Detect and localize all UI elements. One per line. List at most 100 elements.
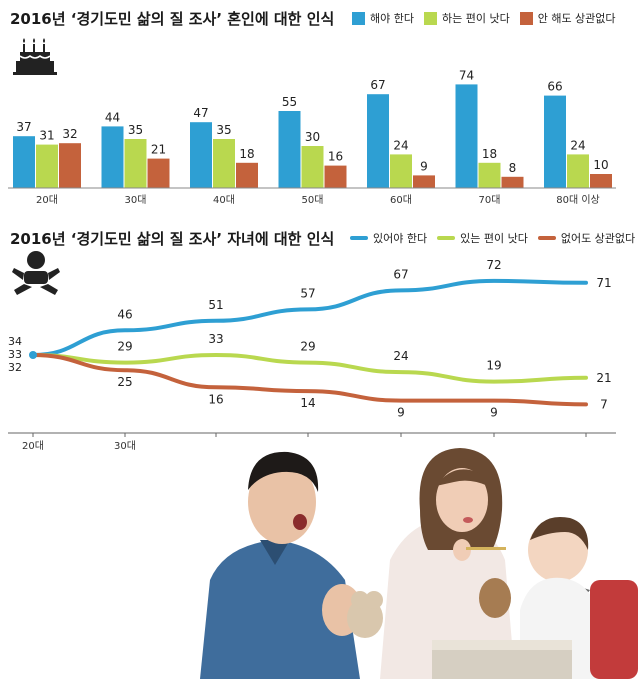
x-tick-label: 20대 <box>22 440 44 452</box>
x-tick-label: 50대 <box>302 194 324 206</box>
line-value-label: 71 <box>596 276 611 290</box>
marriage-chart-title: 2016년 ‘경기도민 삶의 질 조사’ 혼인에 대한 인식 <box>10 10 335 28</box>
legend-label: 하는 편이 낫다 <box>441 12 510 25</box>
bar-value-label: 47 <box>193 106 208 120</box>
line-no-need <box>31 353 588 407</box>
line-value-label: 67 <box>393 267 408 281</box>
legend-item-better-marry: 하는 편이 낫다 <box>423 10 510 26</box>
bar-must-marry <box>13 136 35 188</box>
legend-label: 안 해도 상관없다 <box>537 12 616 25</box>
marriage-bar-chart: 37 31 32 20대 44 35 21 30대 47 35 18 40대 55 30 16 50대 67 24… <box>8 38 616 206</box>
bar-must-marry <box>278 111 301 188</box>
legend-item-must-have: 있어야 한다 <box>350 230 427 246</box>
line-value-label: 46 <box>117 307 132 321</box>
father-figure <box>200 451 383 679</box>
bar-value-label: 35 <box>128 123 143 137</box>
bar-value-label: 8 <box>509 161 517 175</box>
bar-value-label: 35 <box>216 123 231 137</box>
family-photo <box>170 440 640 679</box>
bar-value-label: 32 <box>62 127 77 141</box>
marriage-chart-legend: 해야 한다 하는 편이 낫다 안 해도 상관없다 <box>352 10 626 26</box>
x-tick-label: 80대 이상 <box>556 194 600 206</box>
bar-must-marry <box>190 122 212 188</box>
bar-value-label: 16 <box>328 150 343 164</box>
bar-no-need <box>59 143 81 188</box>
bar-no-need <box>147 158 170 188</box>
legend-item-no-need: 안 해도 상관없다 <box>519 10 616 26</box>
bar-value-label: 55 <box>282 95 297 109</box>
line-value-label: 72 <box>486 258 501 272</box>
start-point <box>29 351 37 359</box>
line-value-label: 7 <box>600 397 608 411</box>
bar-better-marry <box>36 144 58 188</box>
legend-swatch-green <box>423 11 437 25</box>
line-value-label: 51 <box>208 298 223 312</box>
line-value-label: 24 <box>393 349 408 363</box>
children-chart-title: 2016년 ‘경기도민 삶의 질 조사’ 자녀에 대한 인식 <box>10 230 335 248</box>
legend-swatch-orange <box>519 11 533 25</box>
bar-must-marry <box>101 126 124 188</box>
bar-better-marry <box>390 154 412 188</box>
bar-no-need <box>324 165 347 188</box>
x-tick-label: 40대 <box>213 194 235 206</box>
mother-figure <box>380 448 515 679</box>
legend-item-better-have: 있는 편이 낫다 <box>437 230 528 246</box>
legend-label: 있어야 한다 <box>373 232 428 245</box>
bar-must-marry <box>544 95 566 188</box>
bar-value-label: 24 <box>570 138 585 152</box>
bar-better-marry <box>478 162 501 188</box>
bar-value-label: 67 <box>370 78 385 92</box>
birthday-cake-icon <box>13 38 57 75</box>
bar-value-label: 24 <box>393 138 408 152</box>
line-value-label: 14 <box>300 396 315 410</box>
line-must-have <box>31 278 588 357</box>
bar-no-need <box>413 175 435 188</box>
x-tick-label: 60대 <box>390 194 412 206</box>
legend-label: 있는 편이 낫다 <box>460 232 528 245</box>
bar-value-label: 44 <box>105 110 120 124</box>
legend-item-must-marry: 해야 한다 <box>352 10 414 26</box>
line-value-label: 19 <box>486 359 501 373</box>
legend-line-green <box>437 236 456 240</box>
bar-value-label: 66 <box>547 80 562 94</box>
bar-must-marry <box>367 94 389 188</box>
bar-value-label: 31 <box>39 129 54 143</box>
line-value-label: 29 <box>300 340 315 354</box>
legend-swatch-blue <box>352 11 365 25</box>
bar-better-marry <box>301 146 324 188</box>
line-value-label: 29 <box>117 340 132 354</box>
line-better-have <box>31 352 588 384</box>
bar-value-label: 30 <box>305 130 320 144</box>
bar-better-marry <box>213 139 235 188</box>
legend-label: 없어도 상관없다 <box>560 232 636 245</box>
bar-value-label: 18 <box>482 147 497 161</box>
legend-item-no-need-children: 없어도 상관없다 <box>537 230 636 246</box>
x-tick-label: 30대 <box>125 194 147 206</box>
line-value-label: 57 <box>300 286 315 300</box>
line-value-label: 21 <box>596 371 611 385</box>
x-tick-label: 20대 <box>36 194 58 206</box>
line-value-label: 25 <box>117 375 132 389</box>
legend-line-blue <box>350 236 368 240</box>
line-value-label: 9 <box>397 406 405 420</box>
legend-line-orange <box>537 236 556 240</box>
bar-value-label: 9 <box>420 159 428 173</box>
bar-value-label: 10 <box>593 158 608 172</box>
bar-value-label: 21 <box>151 143 166 157</box>
children-chart-legend: 있어야 한다 있는 편이 낫다 없어도 상관없다 <box>350 230 640 246</box>
baby-icon <box>12 251 60 295</box>
bar-no-need <box>590 174 612 188</box>
bar-value-label: 18 <box>239 147 254 161</box>
bar-must-marry <box>455 84 478 188</box>
start-value-label: 33 <box>8 348 22 361</box>
x-tick-label: 30대 <box>114 440 136 452</box>
bar-value-label: 37 <box>16 120 31 134</box>
line-value-label: 33 <box>208 332 223 346</box>
bar-no-need <box>236 162 258 188</box>
legend-label: 해야 한다 <box>370 12 414 25</box>
start-value-label: 32 <box>8 361 22 374</box>
bar-value-label: 74 <box>459 68 474 82</box>
bar-better-marry <box>124 139 147 188</box>
line-value-label: 9 <box>490 406 498 420</box>
